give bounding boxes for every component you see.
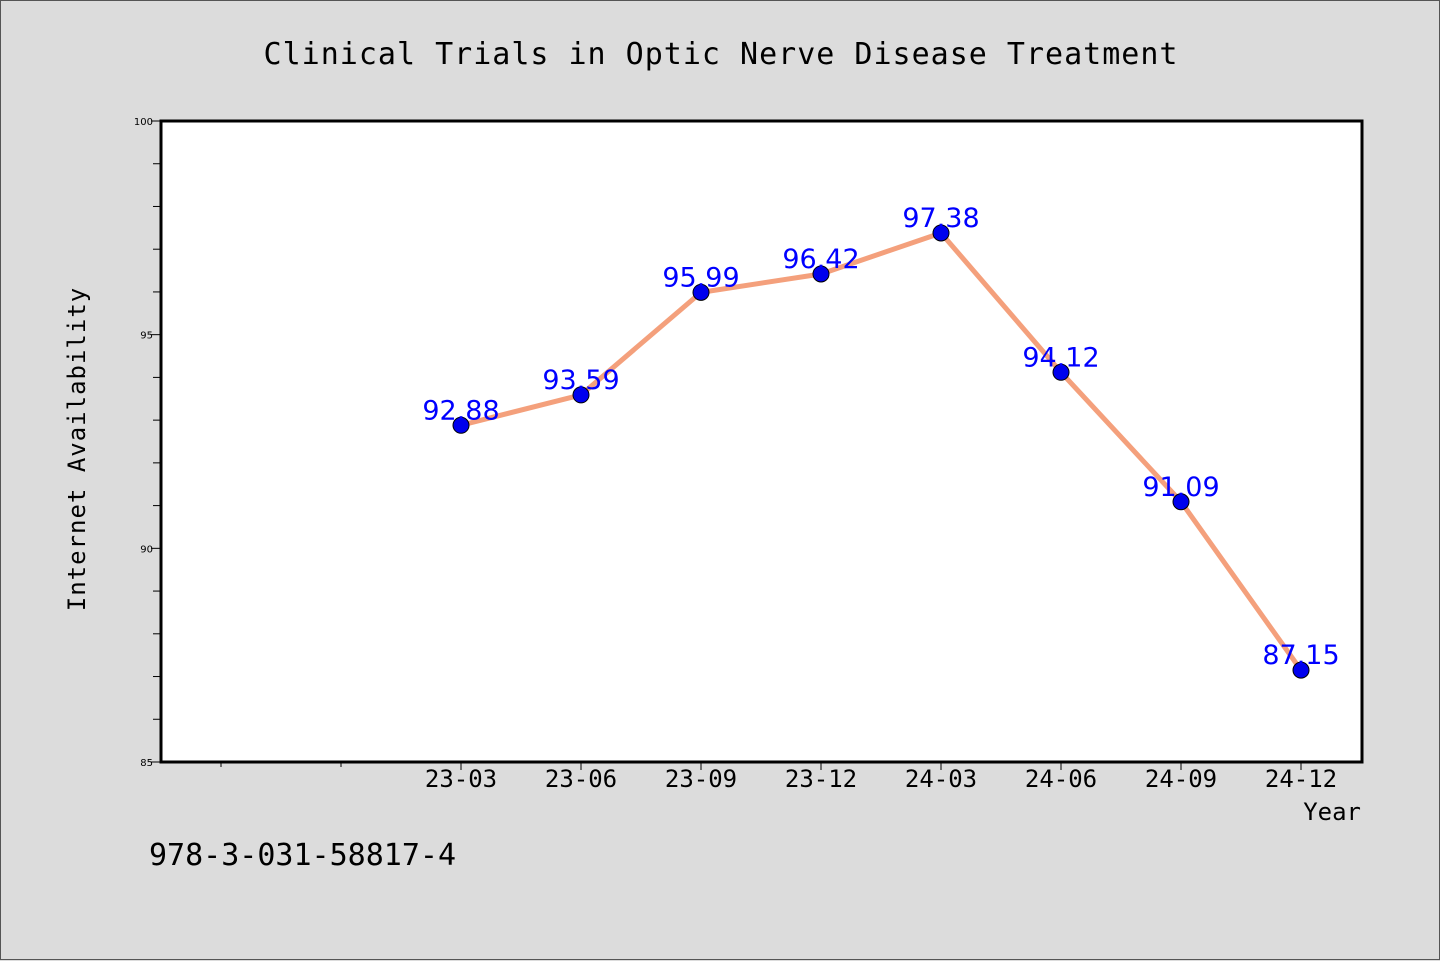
plot-area bbox=[159, 119, 1364, 764]
data-label: 92.88 bbox=[422, 395, 499, 426]
data-label: 87.15 bbox=[1262, 640, 1339, 671]
chart-title: Clinical Trials in Optic Nerve Disease T… bbox=[264, 37, 1179, 72]
data-label: 94.12 bbox=[1022, 342, 1099, 373]
data-point bbox=[452, 416, 470, 434]
series-line bbox=[460, 230, 1304, 672]
x-tick-label: 23-03 bbox=[425, 765, 497, 793]
data-label: 95.99 bbox=[662, 262, 739, 293]
isbn-text: 978-3-031-58817-4 bbox=[149, 838, 456, 873]
data-point bbox=[1292, 661, 1310, 679]
y-tick-label: 100 bbox=[134, 117, 153, 128]
y-axis: 85 90 95 100 bbox=[134, 117, 161, 769]
data-point bbox=[1052, 363, 1070, 381]
x-tick-label: 23-06 bbox=[545, 765, 617, 793]
x-axis-label: Year bbox=[1303, 798, 1361, 826]
x-tick-label: 24-06 bbox=[1025, 765, 1097, 793]
data-point bbox=[572, 386, 590, 404]
data-label: 93.59 bbox=[542, 365, 619, 396]
y-tick-label: 90 bbox=[140, 544, 153, 555]
x-tick-label: 23-09 bbox=[665, 765, 737, 793]
data-point bbox=[692, 283, 710, 301]
x-axis: 23-03 23-06 23-09 23-12 24-03 24-06 24-09 24-12 bbox=[220, 762, 1337, 793]
data-point bbox=[932, 224, 950, 242]
series-line-group bbox=[452, 224, 1310, 679]
data-point bbox=[812, 265, 830, 283]
data-label: 96.42 bbox=[782, 244, 859, 275]
data-label: 97.38 bbox=[902, 203, 979, 234]
data-label: 91.09 bbox=[1142, 472, 1219, 503]
x-tick-label: 23-12 bbox=[785, 765, 857, 793]
x-tick-label: 24-03 bbox=[905, 765, 977, 793]
y-tick-label: 95 bbox=[140, 331, 153, 342]
data-labels: 92.88 93.59 95.99 96.42 97.38 94.12 91.09 87.15 bbox=[422, 203, 1339, 671]
y-axis-label: Internet Availability bbox=[63, 287, 91, 611]
data-point bbox=[1172, 493, 1190, 511]
x-tick-label: 24-09 bbox=[1145, 765, 1217, 793]
y-tick-label: 85 bbox=[140, 758, 153, 769]
x-tick-label: 24-12 bbox=[1265, 765, 1337, 793]
